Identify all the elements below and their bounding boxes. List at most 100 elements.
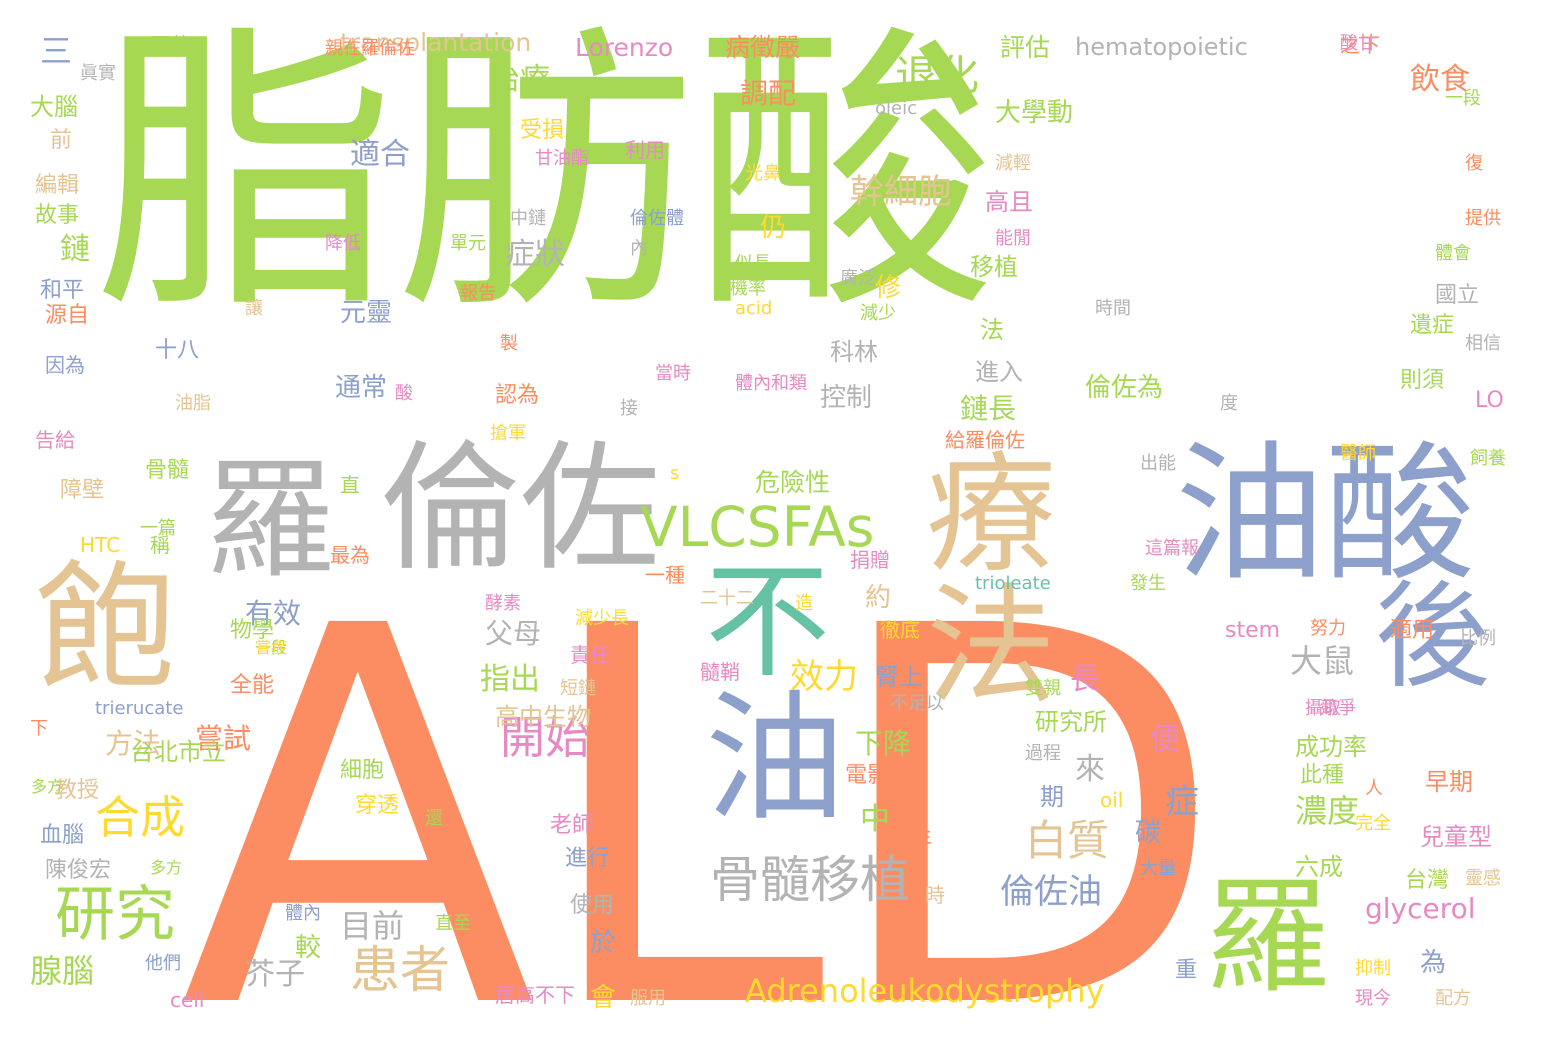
cloud-word: 三	[40, 32, 73, 70]
cloud-word: 骨髓移植	[710, 851, 910, 909]
cloud-word: 廣泛	[840, 268, 876, 289]
cloud-word: 報告	[460, 283, 496, 304]
cloud-word: 服用	[630, 988, 666, 1009]
cloud-word: 靈感	[1465, 868, 1501, 889]
cloud-word: 大學動	[995, 98, 1074, 128]
cloud-word: 羅	[1205, 865, 1330, 1010]
cloud-word: 時	[925, 883, 945, 907]
cloud-word: 台灣	[1405, 868, 1450, 893]
cloud-word: 酸甘	[1340, 33, 1376, 54]
cloud-word: 中	[860, 802, 890, 837]
cloud-word: 研究	[55, 880, 175, 950]
cloud-word: 告給	[35, 428, 75, 452]
cloud-word: 便	[1150, 722, 1180, 757]
cloud-word: 嘗試	[195, 722, 252, 755]
cloud-word: 減少	[860, 303, 896, 324]
cloud-word: 當時	[655, 363, 691, 384]
cloud-word: acid	[735, 298, 773, 319]
cloud-word: 減少長	[575, 608, 629, 629]
cloud-word: 患者	[350, 941, 450, 999]
cloud-word: 攝取	[1305, 698, 1341, 719]
cloud-word: 較	[295, 933, 322, 963]
cloud-word: 物學	[230, 618, 275, 643]
cloud-word: HTC	[80, 533, 121, 557]
cloud-word: 多方	[31, 777, 64, 796]
cloud-word: 兒童型	[1420, 823, 1492, 851]
cloud-word: 醫師	[1340, 443, 1376, 464]
cloud-word: 責任	[570, 643, 610, 667]
cloud-word: 此種	[1300, 763, 1345, 788]
cloud-word: 內	[630, 238, 648, 259]
cloud-word: 於	[590, 928, 617, 958]
cloud-word: 重	[1175, 958, 1198, 983]
cloud-word: 修	[875, 273, 902, 303]
cloud-word: 這篇報	[1145, 538, 1199, 559]
cloud-word: 直	[340, 473, 360, 497]
cloud-word: Adrenoleukodystrophy	[745, 972, 1105, 1010]
cloud-word: 飼養	[1470, 448, 1506, 469]
cloud-word: 還	[425, 808, 443, 829]
cloud-word: 年	[910, 828, 933, 853]
cloud-word: 捐贈	[850, 548, 890, 572]
cloud-word: 度	[1220, 393, 1238, 414]
cloud-word: 使用	[570, 893, 615, 918]
cloud-word: 長	[1070, 662, 1100, 697]
cloud-word: 症狀	[505, 237, 565, 272]
cloud-word: VLCSFAs	[640, 495, 875, 559]
cloud-word: 製	[500, 333, 518, 354]
cloud-word: 能閒	[995, 228, 1031, 249]
cloud-word: 元靈	[340, 298, 393, 328]
cloud-word: 相信	[1465, 333, 1501, 354]
cloud-word: 效力	[790, 657, 858, 697]
cloud-word: 中鏈	[510, 208, 546, 229]
cloud-word: 一篇	[140, 518, 176, 539]
cloud-word: ALD	[180, 517, 1226, 1052]
cloud-word: 過程	[1025, 743, 1061, 764]
cloud-word: 一種	[645, 563, 685, 587]
cloud-word: 障壁	[60, 478, 105, 503]
cloud-word: 一段	[1445, 88, 1481, 109]
cloud-word: 人	[1365, 778, 1383, 799]
cloud-word: 國立	[1435, 283, 1480, 308]
cloud-word: 故事	[35, 203, 80, 228]
cloud-word: 倫佐油	[1000, 872, 1102, 912]
cloud-word: 體內	[285, 903, 321, 924]
cloud-word: 芥子	[245, 957, 305, 992]
cloud-word: 高中生物	[495, 703, 591, 731]
cloud-word: 危險性	[755, 468, 831, 497]
cloud-word: 羅	[205, 444, 336, 596]
cloud-word: 光鼻	[745, 163, 781, 184]
cloud-word: 會	[590, 983, 617, 1013]
cloud-word: 大腦	[30, 93, 78, 121]
cloud-word: 比例	[1460, 628, 1496, 649]
cloud-word: 體內和類	[735, 373, 807, 394]
cloud-word: 電影	[845, 763, 890, 788]
cloud-word: 最為	[330, 543, 370, 567]
cloud-word: 父母	[485, 617, 542, 650]
cloud-word: 嘗症	[255, 638, 288, 657]
cloud-word: 全能	[230, 673, 275, 698]
cloud-word: 似長	[735, 253, 771, 274]
cloud-word: 指出	[480, 662, 540, 697]
cloud-word: 通常	[335, 373, 388, 403]
cloud-word: 骨髓	[145, 458, 190, 483]
cloud-word: 造	[795, 593, 813, 614]
cloud-word: 顯著	[150, 33, 190, 57]
cloud-word: 之下	[1340, 33, 1380, 57]
cloud-word: 期	[1040, 783, 1064, 811]
cloud-word: 發生	[1130, 573, 1166, 594]
cloud-word: 血腦	[40, 823, 85, 848]
cloud-word: 飽	[35, 548, 176, 711]
cloud-word: 則須	[1400, 368, 1445, 393]
cloud-word: 陳俊宏	[45, 858, 112, 883]
cloud-word: 控制	[820, 383, 873, 413]
cloud-word: 法	[980, 316, 1004, 344]
cloud-word: 倫佐體	[630, 208, 684, 229]
cloud-word: 前	[50, 128, 73, 153]
cloud-word: 酸	[395, 383, 413, 404]
cloud-word: 研究所	[1035, 708, 1107, 736]
cloud-word: 幹細胞	[850, 172, 952, 212]
cloud-word: 完全	[1355, 813, 1391, 834]
cloud-word: 下	[30, 718, 48, 739]
cloud-word: 他們	[145, 953, 181, 974]
